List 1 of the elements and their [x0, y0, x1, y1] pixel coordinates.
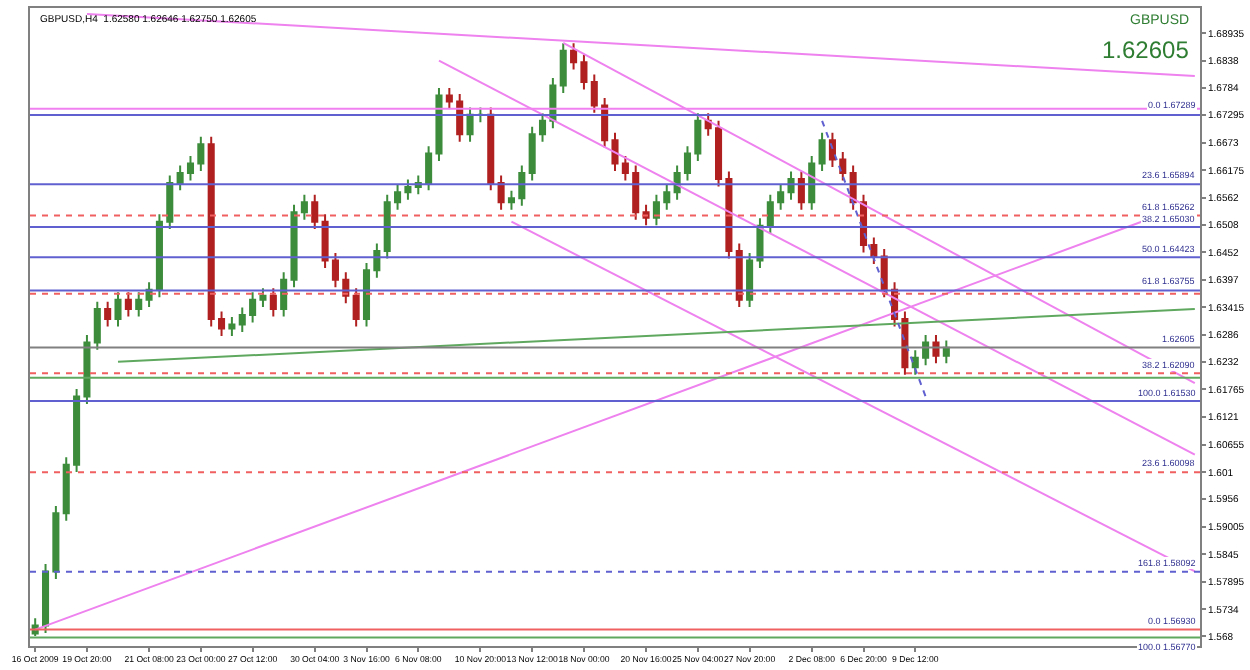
annotation: 1.62605 [1102, 36, 1190, 64]
